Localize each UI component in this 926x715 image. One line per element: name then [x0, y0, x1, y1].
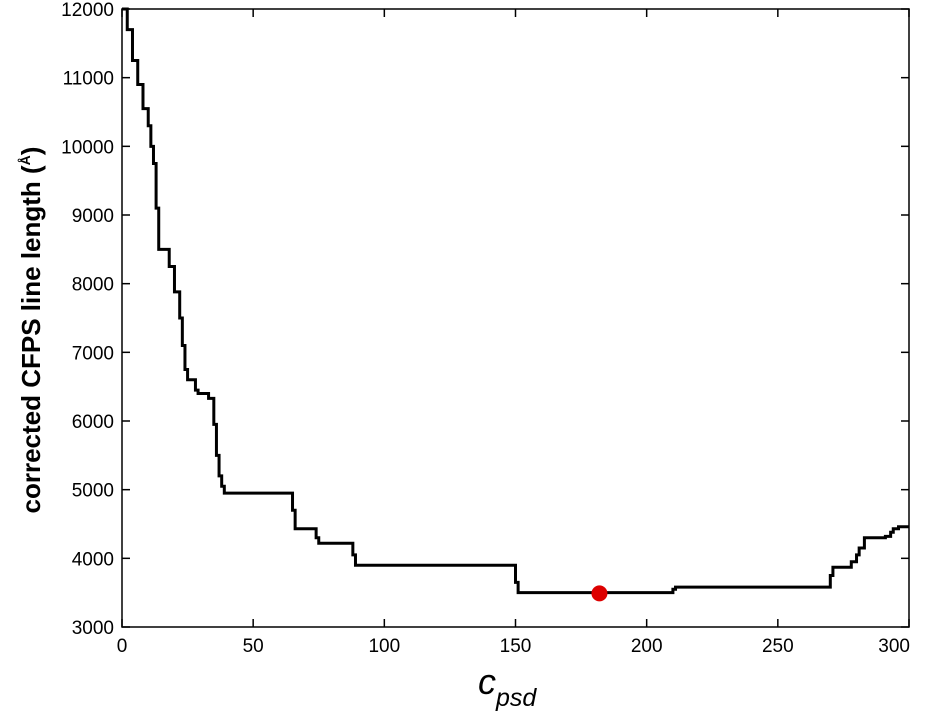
- y-tick-label: 11000: [63, 69, 114, 90]
- y-tick-label: 12000: [61, 0, 114, 21]
- y-tick-label: 4000: [72, 549, 114, 570]
- y-tick-label: 7000: [72, 343, 114, 364]
- y-axis-title-unit: Å: [17, 155, 33, 165]
- x-axis-title: cpsd: [478, 661, 537, 712]
- plot-area: [122, 9, 909, 627]
- x-axis: 0 50 100 150 200 250 300: [117, 9, 910, 657]
- y-tick-label: 3000: [72, 618, 114, 639]
- x-tick-label: 100: [368, 636, 400, 657]
- x-tick-label: 150: [500, 636, 532, 657]
- x-axis-title-main: c: [478, 661, 496, 702]
- y-axis-title-main: corrected CFPS line length (: [16, 165, 46, 514]
- x-tick-label: 0: [117, 636, 128, 657]
- x-tick-label: 200: [631, 636, 663, 657]
- y-axis: 3000 4000 5000 6000 7000 8000 9000 10000 11000 12…: [61, 0, 909, 639]
- x-axis-title-subscript: psd: [495, 684, 537, 712]
- x-tick-label: 250: [762, 636, 794, 657]
- y-tick-label: 6000: [72, 412, 114, 433]
- x-tick-label: 50: [243, 636, 264, 657]
- y-axis-title: corrected CFPS line length (Å): [16, 147, 46, 514]
- y-tick-label: 10000: [61, 137, 114, 158]
- series-line: [122, 7, 909, 595]
- y-tick-label: 8000: [72, 275, 114, 296]
- plot-frame: [121, 8, 910, 628]
- y-tick-label: 9000: [72, 206, 114, 227]
- x-tick-label: 300: [878, 636, 910, 657]
- y-axis-title-close: ): [16, 147, 46, 156]
- y-tick-label: 5000: [72, 481, 114, 502]
- highlight-point-marker: [591, 585, 608, 602]
